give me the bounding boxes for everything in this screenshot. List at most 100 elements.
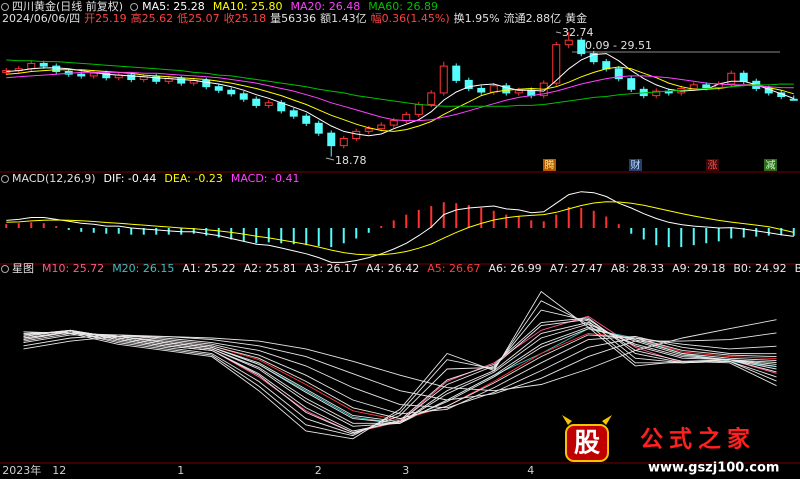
candle-body [789,98,798,101]
candle-body [702,84,711,89]
candle-body [77,73,86,77]
histogram-bar [292,228,295,245]
histogram-bar [492,210,495,228]
histogram-bar [255,228,258,244]
quote-item: 收25.18 [224,11,267,25]
histogram-bar [467,205,470,228]
tag-bg [764,159,777,171]
tag-bg [706,159,719,171]
histogram-bar [767,228,770,236]
histogram-bar [230,228,233,240]
candle-body [127,74,136,81]
histogram-bar [417,209,420,228]
legend-entry: MACD: -0.41 [231,172,300,185]
histogram-bar [42,223,45,228]
histogram-bar [705,228,708,244]
legend-entry: A2: 25.81 [244,262,297,275]
series-line [6,53,794,137]
series-line [23,331,777,420]
legend-entry: MA60: 26.89 [368,0,438,13]
histogram-bar [105,228,108,234]
histogram-bar [130,228,133,235]
quote-item: 额1.43亿 [320,12,367,25]
legend-entry: MA5: 25.28 [142,0,205,13]
candle-body [289,110,298,117]
legend-entry: A6: 26.99 [488,262,541,275]
candle-body [627,78,636,90]
legend-entry: A7: 27.47 [550,262,603,275]
panel-title: MACD(12,26,9) [12,172,96,185]
legend-entry: A3: 26.17 [305,262,358,275]
histogram-bar [142,228,145,235]
candle-body [152,76,161,82]
series-line [23,323,777,424]
histogram-bar [55,226,58,228]
series-line [6,66,794,132]
candle-body [52,65,61,72]
histogram-bar [92,228,95,233]
histogram-bar [592,210,595,228]
candle-body [602,61,611,70]
badge-text: 股 [574,429,600,459]
histogram-bar [555,214,558,228]
series-line [6,59,794,107]
candle-body [39,62,48,67]
candle-body [227,89,236,95]
event-tag: 财 [631,159,641,172]
tag-bg [543,159,556,171]
histogram-bar [680,228,683,248]
histogram-bar [342,228,345,244]
histogram-bar [380,226,383,228]
histogram-bar [355,228,358,239]
legend-entry: A5: 26.67 [427,262,480,275]
panel-icon [130,3,139,11]
series-line [6,191,794,263]
histogram-bar [630,228,633,234]
candle-body [727,72,736,85]
candle-body [402,113,411,122]
histogram-bar [455,203,458,228]
candle-body [502,85,511,94]
legend-entry: MA20: 26.48 [291,0,361,13]
legend-entry: DIF: -0.44 [104,172,157,185]
candle-body [464,79,473,89]
badge-bg [565,424,609,462]
candle-body [689,84,698,89]
histogram-bar [717,228,720,242]
quote-item: 幅0.36(1.45%) [371,12,450,25]
badge-horns [562,415,612,425]
series-line [23,309,777,435]
histogram-bar [305,228,308,246]
quote-item: 黄金 [565,11,587,25]
histogram-bar [730,228,733,239]
x-tick-label: 2 [315,464,322,477]
quote-item: 量56336 [270,12,316,25]
high-annotation: 32.74 [562,26,594,39]
histogram-bar [430,206,433,228]
histogram-bar [742,228,745,238]
candle-body [239,93,248,100]
candle-body [177,78,186,84]
legend-entry: DEA: -0.23 [164,172,222,185]
event-tag: 腾 [545,159,555,172]
quote-item: 开25.19 [84,12,127,25]
event-tag: 涨 [708,160,718,172]
candle-body [89,72,98,77]
candle-body [452,65,461,81]
site-name: 公式之家 [640,426,756,453]
x-tick-label: 3 [402,464,409,477]
candle-body [202,79,211,88]
candle-body [327,132,336,147]
annotation-leader [325,157,335,161]
series-line [23,332,777,401]
candle-body [477,87,486,93]
series-line [6,201,794,256]
histogram-bar [642,228,645,240]
histogram-bar [580,207,583,228]
annotation-leader [555,31,562,34]
x-tick-label: 2023年 [2,463,41,477]
histogram-bar [542,221,545,228]
candle-body [364,128,373,132]
panel-icon [1,175,9,183]
candle-body [614,68,623,80]
